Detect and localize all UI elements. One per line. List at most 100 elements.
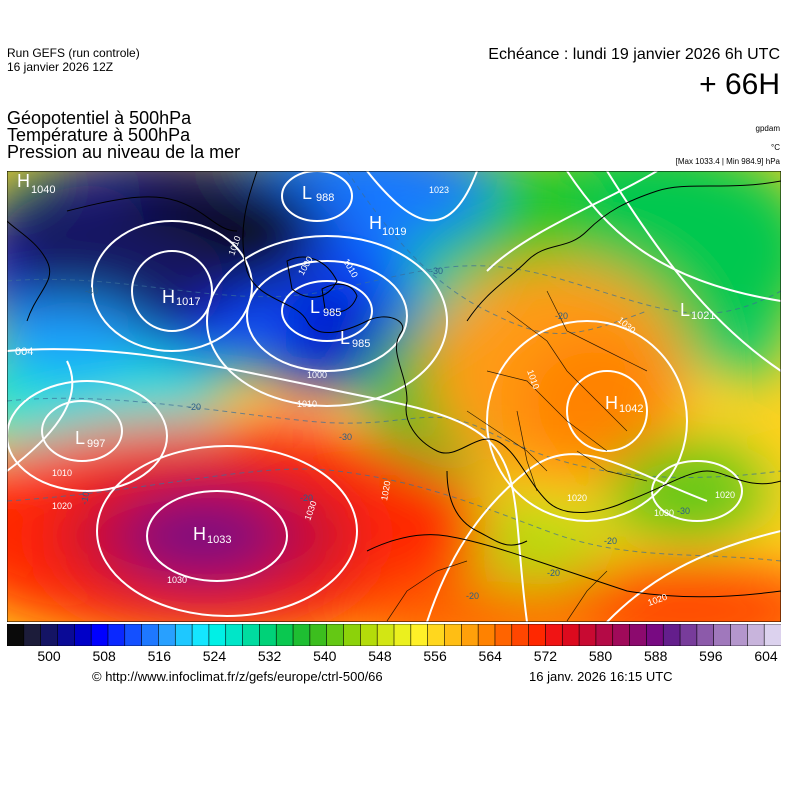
colorbar-tick-label: 572	[533, 648, 558, 664]
pressure-center-value: 997	[87, 438, 105, 450]
colorbar-swatch	[191, 624, 210, 646]
colorbar-swatch	[23, 624, 42, 646]
colorbar-swatch	[242, 624, 261, 646]
colorbar-ticks: 500 508 516 524 532 540 548 556 564 572 580 588 596 6…	[7, 648, 781, 668]
run-label: Run GEFS (run controle)	[7, 46, 140, 60]
pressure-center-value: 1042	[619, 403, 643, 415]
isobar-label: 1030	[654, 508, 674, 518]
pressure-center-value: 004	[15, 346, 33, 358]
colorbar-tick-label: 596	[699, 648, 723, 664]
isotherm-label: -30	[677, 506, 690, 516]
colorbar-swatch	[763, 624, 781, 646]
isotherm-labels: -40 -20 -30 -20 -10 -30 -20 -20 -30 -20 …	[79, 266, 690, 601]
isobar-label: 1010	[52, 468, 72, 478]
colorbar-swatch	[646, 624, 665, 646]
isobar-label: 1020	[379, 480, 392, 501]
echeance-label: Echéance : lundi 19 janvier 2026 6h UTC	[488, 46, 780, 63]
colorbar-swatch	[141, 624, 160, 646]
colorbar-tick-label: 508	[92, 648, 116, 664]
isobar-label: 1010	[297, 399, 317, 409]
colorbar-swatch	[460, 624, 479, 646]
source-url[interactable]: © http://www.infoclimat.fr/z/gefs/europe…	[92, 669, 383, 684]
colorbar-tick-label: 548	[368, 648, 392, 664]
country-borders	[386, 290, 648, 622]
pressure-center-value: 1021	[691, 310, 715, 322]
colorbar-tick-label: 540	[313, 648, 337, 664]
colorbar-swatch	[74, 624, 92, 646]
colorbar-tick-label: 556	[423, 648, 447, 664]
isotherm-label: -20	[547, 568, 560, 578]
weather-map: H 1040 L 988 H 1019 H 1017 L 985 L 985 L…	[7, 171, 781, 622]
colorbar-swatch	[259, 624, 278, 646]
colorbar-swatch	[561, 624, 580, 646]
run-info: Run GEFS (run controle) 16 janvier 2026 …	[7, 46, 140, 74]
colorbar-tick-label: 516	[147, 648, 171, 664]
colorbar-swatch	[410, 624, 429, 646]
coastlines	[7, 171, 781, 598]
pressure-center-low: L	[302, 183, 312, 203]
unit-gpdam: gpdam	[755, 124, 780, 133]
isobar-lines	[7, 171, 781, 622]
isotherm-label: -10	[79, 491, 91, 506]
pressure-center-low: L	[75, 428, 85, 448]
isotherm-label: -20	[188, 402, 201, 412]
colorbar-swatch	[309, 624, 328, 646]
title-pressure: Pression au niveau de la mer	[7, 142, 241, 162]
colorbar-tick-label: 564	[478, 648, 502, 664]
colorbar-swatch	[40, 624, 59, 646]
isobar-label: 1020	[52, 501, 72, 511]
colorbar-swatch	[730, 624, 749, 646]
colorbar-swatch	[7, 624, 25, 646]
colorbar-swatch	[343, 624, 362, 646]
pressure-center-high: H	[605, 393, 618, 413]
colorbar-swatch	[629, 624, 648, 646]
pressure-center-high: H	[369, 213, 382, 233]
pressure-center-value: 1017	[176, 296, 200, 308]
colorbar-swatch	[595, 624, 614, 646]
pressure-center-value: 985	[352, 338, 370, 350]
colorbar-swatch	[292, 624, 311, 646]
pressure-center-low: L	[340, 328, 350, 348]
colorbar-swatch	[427, 624, 446, 646]
colorbar-swatch	[174, 624, 193, 646]
pressure-center-low: L	[310, 297, 320, 317]
colorbar-tick-label: 604	[754, 648, 778, 664]
colorbar-swatch	[107, 624, 126, 646]
max-min-pressure: [Max 1033.4 | Min 984.9] hPa	[675, 157, 780, 166]
pressure-center-value: 985	[323, 307, 341, 319]
isobar-label: 1020	[567, 493, 587, 503]
colorbar-swatch	[511, 624, 530, 646]
colorbar-tick-label: 580	[588, 648, 613, 664]
colorbar-swatch	[545, 624, 564, 646]
pressure-center-high: H	[193, 524, 206, 544]
isotherm-label: -20	[604, 536, 617, 546]
colorbar-swatch	[208, 624, 227, 646]
isobar-label: 1023	[429, 185, 449, 195]
colorbar-swatch	[528, 624, 547, 646]
colorbar-swatch	[444, 624, 463, 646]
pressure-center-low: L	[680, 300, 690, 320]
colorbar-swatch	[696, 624, 715, 646]
isotherm-label: -30	[430, 266, 443, 276]
isobar-label: 1000	[307, 370, 327, 380]
colorbar-swatch	[393, 624, 412, 646]
isotherm-label: -40	[85, 286, 98, 296]
pressure-center-value: 988	[316, 192, 334, 204]
pressure-center-value: 1019	[382, 226, 406, 238]
pressure-center-high: H	[17, 171, 30, 191]
colorbar-swatch	[326, 624, 345, 646]
title-temperature: Température à 500hPa	[7, 125, 191, 145]
isotherm-label: -20	[466, 591, 479, 601]
colorbar	[7, 624, 781, 646]
colorbar-swatch	[578, 624, 597, 646]
isotherm-label: -30	[339, 432, 352, 442]
colorbar-swatch	[662, 624, 681, 646]
unit-celsius: °C	[771, 143, 780, 152]
colorbar-tick-label: 524	[202, 648, 227, 664]
colorbar-swatch	[225, 624, 244, 646]
colorbar-swatch	[158, 624, 177, 646]
colorbar-tick-label: 588	[644, 648, 668, 664]
lead-time: + 66H	[699, 68, 780, 101]
map-titles: Géopotentiel à 500hPa Température à 500h…	[7, 109, 241, 162]
colorbar-swatch	[494, 624, 513, 646]
